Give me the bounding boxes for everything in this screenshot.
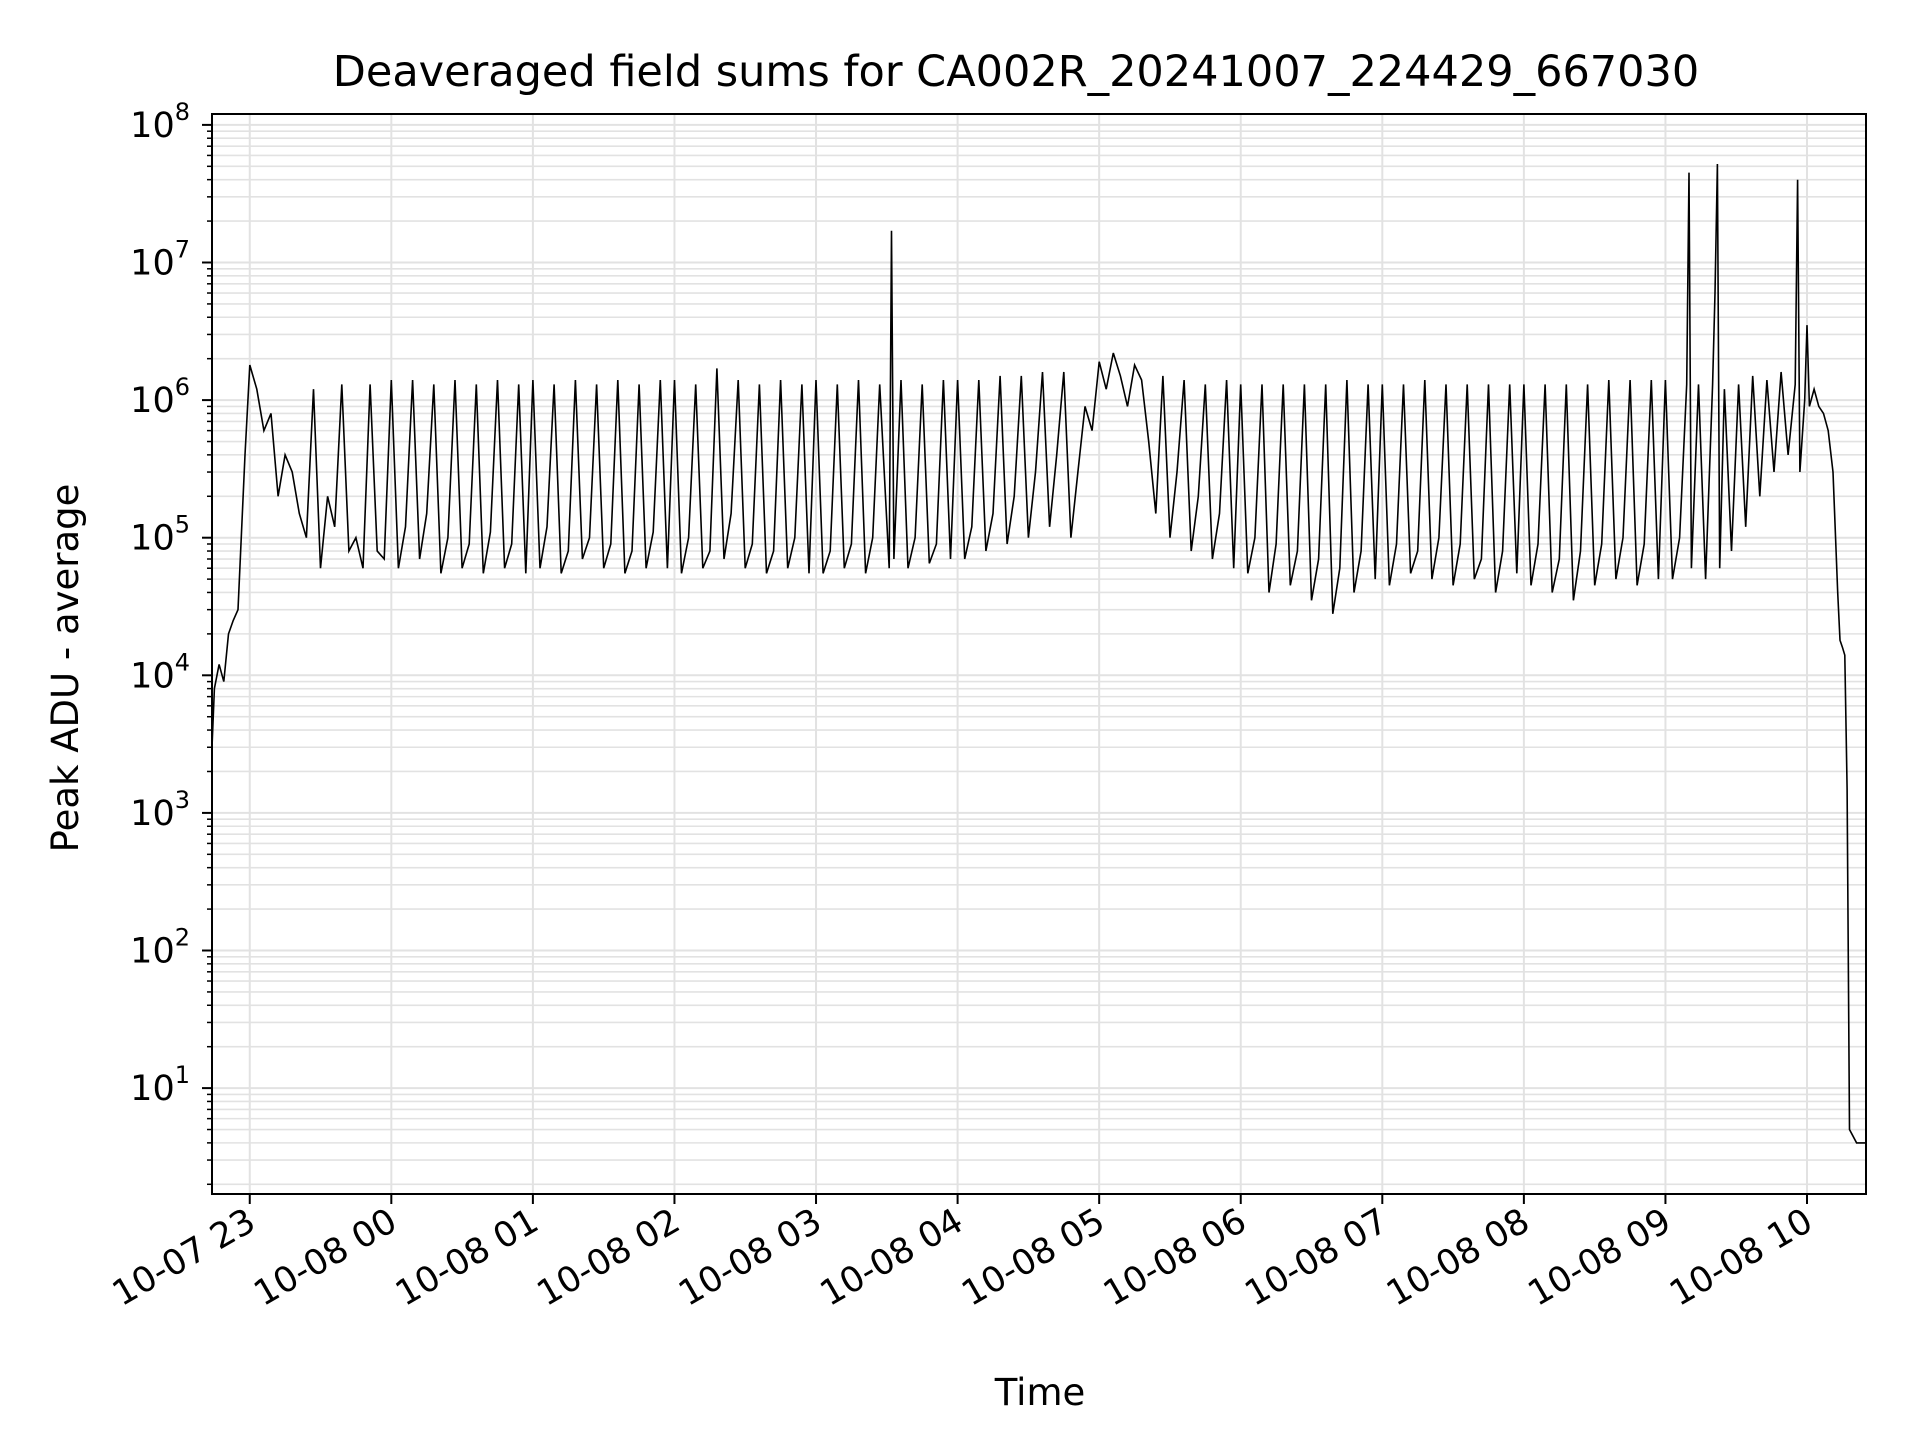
x-axis-title: Time [994, 1371, 1086, 1414]
y-tick-label: 105 [130, 511, 190, 559]
plot-frame [211, 113, 1867, 1195]
y-tick-label: 104 [130, 648, 190, 696]
chart-title: Deaveraged field sums for CA002R_2024100… [333, 47, 1699, 97]
y-tick-label: 108 [130, 98, 190, 146]
y-tick-label: 101 [130, 1061, 190, 1109]
y-axis: 101 102 103 104 105 106 107 108 [130, 98, 212, 1186]
y-tick-label: 102 [130, 924, 190, 972]
series-layer [211, 163, 1866, 1144]
grid [212, 114, 1866, 1194]
series-line [211, 163, 1866, 1144]
y-tick-label: 107 [130, 235, 190, 283]
y-axis-title: Peak ADU - average [44, 484, 87, 853]
y-tick-label: 103 [130, 786, 190, 834]
y-tick-label: 106 [130, 373, 190, 421]
